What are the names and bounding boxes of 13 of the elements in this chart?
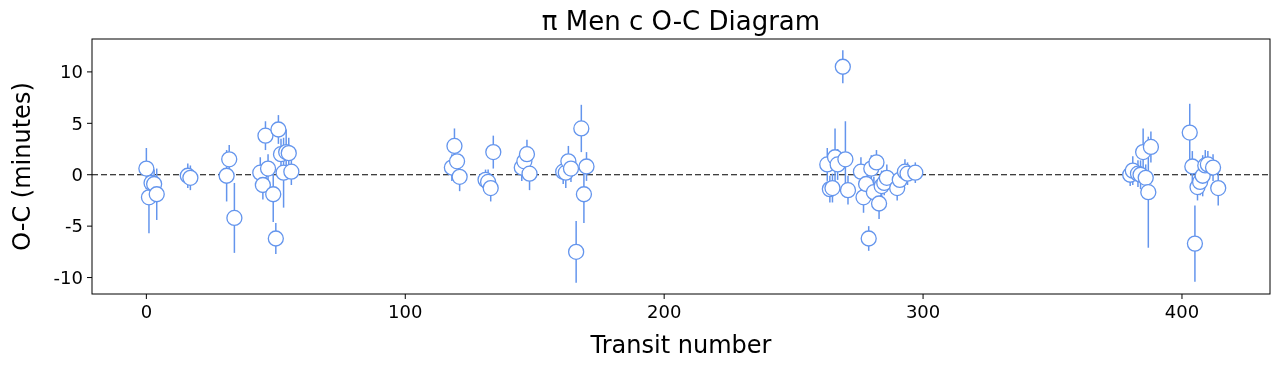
x-tick-label: 0 — [140, 301, 153, 322]
x-axis-title: Transit number — [589, 331, 772, 359]
y-tick-label: 5 — [71, 112, 83, 134]
x-tick-label: 300 — [905, 301, 941, 322]
y-tick-label: -5 — [65, 215, 83, 237]
x-tick-label: 200 — [646, 301, 682, 322]
y-axis-title: O-C (minutes) — [8, 82, 36, 251]
chart-title: π Men c O-C Diagram — [541, 6, 821, 36]
y-tick-label: -10 — [53, 266, 83, 288]
y-tick-label: 0 — [71, 164, 83, 186]
x-tick-label: 400 — [1164, 301, 1200, 322]
x-tick-label: 100 — [388, 301, 423, 322]
y-tick-label: 10 — [60, 61, 83, 83]
